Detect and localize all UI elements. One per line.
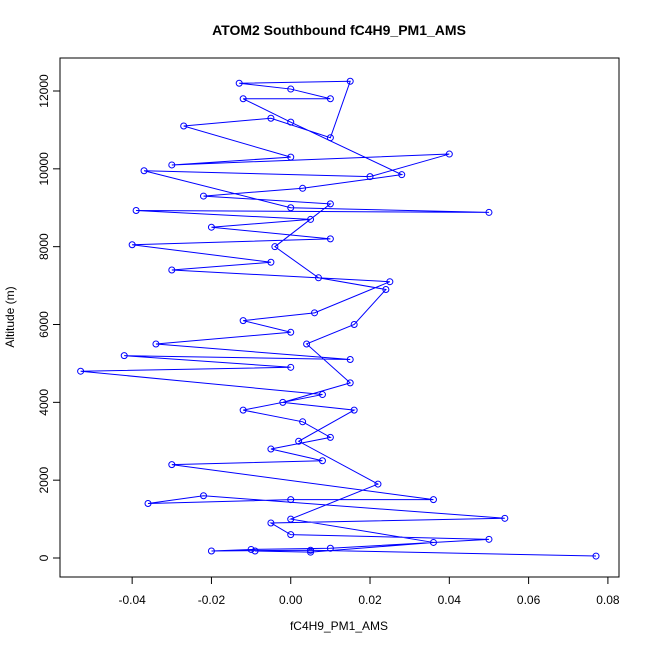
x-tick-label: 0.08 — [596, 593, 620, 607]
data-point — [592, 552, 600, 560]
data-point — [485, 208, 493, 216]
y-tick-label: 6000 — [37, 311, 51, 338]
data-point — [287, 85, 295, 93]
data-point — [267, 114, 275, 122]
data-point — [326, 134, 334, 142]
y-axis-label: Altitude (m) — [3, 286, 17, 347]
data-point — [168, 461, 176, 469]
data-point — [168, 161, 176, 169]
data-point — [140, 167, 148, 175]
data-point — [180, 122, 188, 130]
data-point — [128, 241, 136, 249]
y-tick-label: 10000 — [37, 152, 51, 186]
data-point — [287, 204, 295, 212]
data-point — [200, 192, 208, 200]
x-tick-label: -0.04 — [118, 593, 146, 607]
data-point — [152, 340, 160, 348]
data-point — [398, 171, 406, 179]
data-point — [299, 418, 307, 426]
data-point — [326, 544, 334, 552]
data-point — [247, 545, 255, 553]
data-point — [295, 437, 303, 445]
data-point — [374, 480, 382, 488]
data-point — [287, 515, 295, 523]
data-point — [326, 433, 334, 441]
x-tick-label: 0.04 — [438, 593, 462, 607]
data-point — [287, 496, 295, 504]
data-point — [279, 398, 287, 406]
data-point — [267, 519, 275, 527]
data-point — [429, 538, 437, 546]
data-point — [346, 356, 354, 364]
data-point — [346, 379, 354, 387]
y-tick-label: 0 — [37, 554, 51, 561]
data-point — [326, 235, 334, 243]
data-point — [120, 352, 128, 360]
data-point — [429, 496, 437, 504]
data-point — [287, 328, 295, 336]
x-tick-label: 0.00 — [279, 593, 303, 607]
data-point — [287, 363, 295, 371]
x-tick-label: -0.02 — [198, 593, 226, 607]
data-point — [307, 215, 315, 223]
y-tick-label: 8000 — [37, 233, 51, 260]
y-tick-label: 2000 — [37, 467, 51, 494]
y-tick-label: 4000 — [37, 389, 51, 416]
data-point — [207, 223, 215, 231]
data-line — [80, 80, 597, 557]
data-point — [168, 266, 176, 274]
data-point — [251, 547, 259, 555]
data-point — [287, 118, 295, 126]
data-point — [386, 278, 394, 286]
data-point — [314, 274, 322, 282]
data-point — [382, 285, 390, 293]
data-point — [318, 457, 326, 465]
data-point — [132, 206, 140, 214]
data-point — [318, 391, 326, 399]
data-point — [287, 531, 295, 539]
data-point — [299, 184, 307, 192]
data-point — [303, 340, 311, 348]
data-point — [271, 243, 279, 251]
data-point — [287, 153, 295, 161]
x-tick-label: 0.06 — [517, 593, 541, 607]
data-point — [346, 77, 354, 85]
data-point — [267, 258, 275, 266]
data-point — [350, 321, 358, 329]
data-point — [235, 79, 243, 87]
data-point — [267, 445, 275, 453]
data-point — [445, 150, 453, 158]
data-point — [307, 546, 315, 554]
data-point — [350, 406, 358, 414]
data-point — [366, 173, 374, 181]
data-point — [200, 492, 208, 500]
chart-title: ATOM2 Southbound fC4H9_PM1_AMS — [212, 22, 466, 38]
data-point — [239, 95, 247, 103]
data-point — [326, 95, 334, 103]
data-point — [239, 317, 247, 325]
data-point — [207, 547, 215, 555]
data-point — [307, 548, 315, 556]
x-tick-label: 0.02 — [358, 593, 382, 607]
data-point — [326, 200, 334, 208]
data-point — [311, 309, 319, 317]
data-point — [485, 535, 493, 543]
data-point — [501, 514, 509, 522]
y-tick-label: 12000 — [37, 74, 51, 108]
x-axis-label: fC4H9_PM1_AMS — [290, 619, 388, 633]
data-point — [144, 500, 152, 508]
data-point — [239, 406, 247, 414]
data-point — [77, 367, 85, 375]
